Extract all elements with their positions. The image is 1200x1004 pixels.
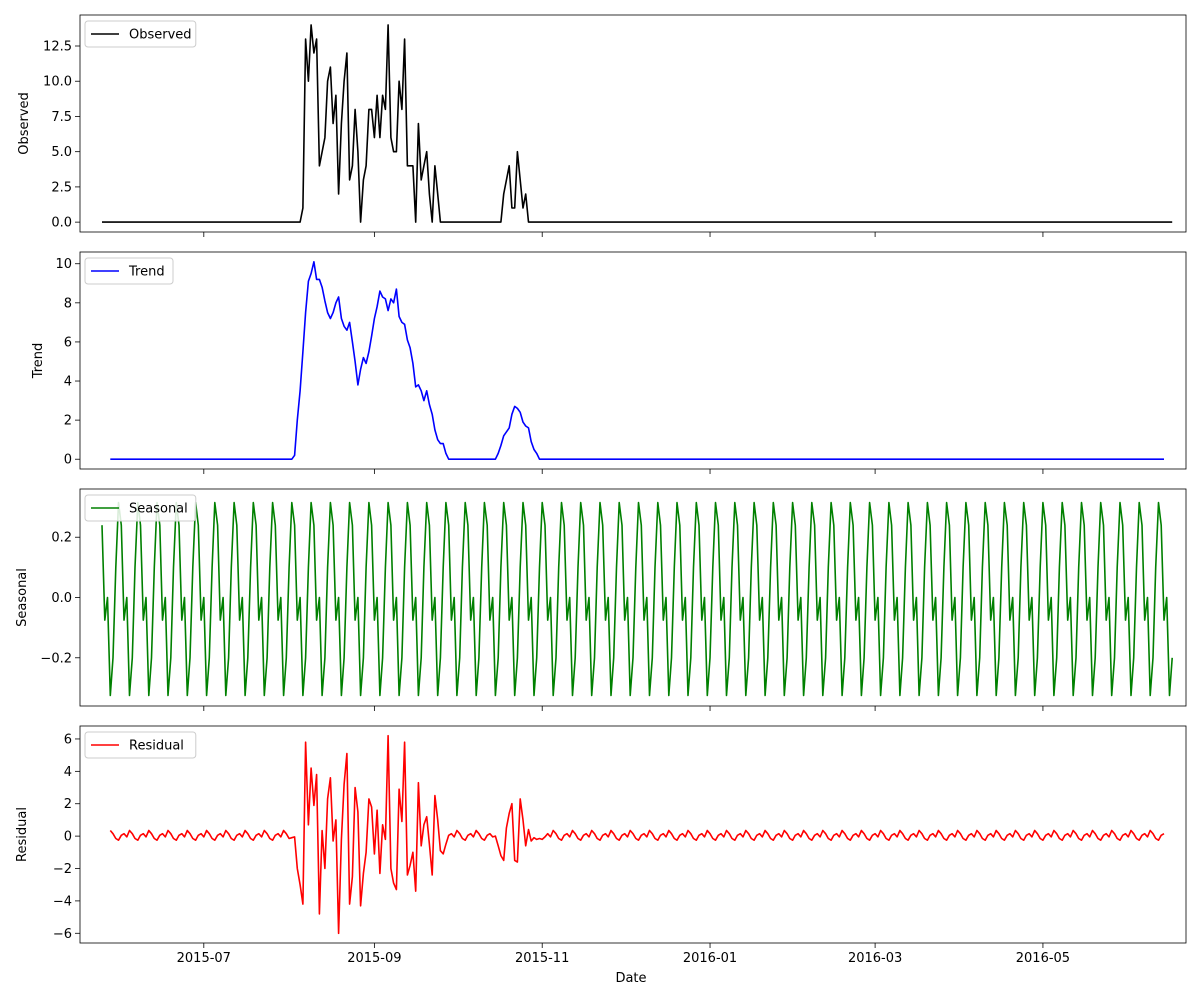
seasonal-y-tick-label: −0.2 xyxy=(40,651,72,666)
trend-legend-box xyxy=(84,257,174,285)
seasonal-y-tick-label: 0.2 xyxy=(51,531,72,546)
observed-legend-label: Observed xyxy=(129,28,192,43)
residual-y-tick-label: −6 xyxy=(53,927,72,942)
observed-y-tick-label: 7.5 xyxy=(51,110,72,125)
seasonal-y-tick-label: 0.0 xyxy=(51,591,72,606)
trend-y-tick-label: 8 xyxy=(64,296,72,311)
trend-y-tick-label: 0 xyxy=(64,453,72,468)
residual-y-tick-label: 4 xyxy=(64,765,72,780)
residual-y-tick-label: −2 xyxy=(53,862,72,877)
seasonal-y-axis-label: Seasonal xyxy=(15,568,30,627)
observed-panel: 0.0 2.5 5.0 7.5 10.0 12.5 Observed Observed xyxy=(17,14,1187,237)
observed-y-tick-label: 0.0 xyxy=(51,216,72,231)
observed-y-tick-label: 12.5 xyxy=(43,40,72,55)
residual-y-tick-label: 2 xyxy=(64,797,72,812)
trend-y-tick-label: 4 xyxy=(64,375,72,390)
observed-y-axis-label: Observed xyxy=(17,92,32,155)
residual-legend: Residual xyxy=(84,731,197,759)
residual-legend-box xyxy=(84,731,197,759)
residual-panel: −6 −4 −2 0 2 4 6 2015-07 2015-09 2015-11 2016-01 20… xyxy=(15,725,1187,966)
x-axis-label: Date xyxy=(615,971,646,986)
observed-axes-frame xyxy=(79,14,1187,233)
residual-axes-frame xyxy=(79,725,1187,944)
residual-y-axis-label: Residual xyxy=(15,807,30,862)
x-tick-label: 2015-09 xyxy=(347,951,401,966)
observed-y-tick-label: 10.0 xyxy=(43,75,72,90)
trend-y-tick-label: 6 xyxy=(64,335,72,350)
residual-y-tick-label: −4 xyxy=(53,894,72,909)
observed-legend-box xyxy=(84,20,197,48)
x-tick-label: 2015-07 xyxy=(177,951,231,966)
seasonal-legend-label: Seasonal xyxy=(129,502,188,517)
residual-y-tick-label: 0 xyxy=(64,830,72,845)
seasonal-axes-frame xyxy=(79,488,1187,707)
x-tick-label: 2016-01 xyxy=(683,951,737,966)
trend-legend-label: Trend xyxy=(128,265,165,280)
seasonal-legend-box xyxy=(84,494,197,522)
x-tick-label: 2016-03 xyxy=(848,951,902,966)
observed-y-tick-label: 5.0 xyxy=(51,145,72,160)
seasonal-series-line xyxy=(101,501,1173,697)
trend-axes-frame xyxy=(79,251,1187,470)
observed-legend: Observed xyxy=(84,20,197,48)
trend-y-tick-label: 10 xyxy=(55,257,72,272)
observed-y-tick-label: 2.5 xyxy=(51,180,72,195)
x-tick-label: 2015-11 xyxy=(515,951,569,966)
seasonal-legend: Seasonal xyxy=(84,494,197,522)
trend-y-axis-label: Trend xyxy=(31,343,46,380)
trend-series-line xyxy=(110,261,1164,460)
trend-panel: 0 2 4 6 8 10 Trend Trend xyxy=(31,251,1187,474)
observed-series-line xyxy=(102,24,1173,223)
residual-y-tick-label: 6 xyxy=(64,732,72,747)
residual-legend-label: Residual xyxy=(129,739,184,754)
residual-series-line xyxy=(109,734,1165,935)
trend-legend: Trend xyxy=(84,257,174,285)
seasonal-panel: −0.2 0.0 0.2 Seasonal Seasonal xyxy=(15,488,1187,711)
trend-y-tick-label: 2 xyxy=(64,414,72,429)
x-tick-label: 2016-05 xyxy=(1016,951,1070,966)
